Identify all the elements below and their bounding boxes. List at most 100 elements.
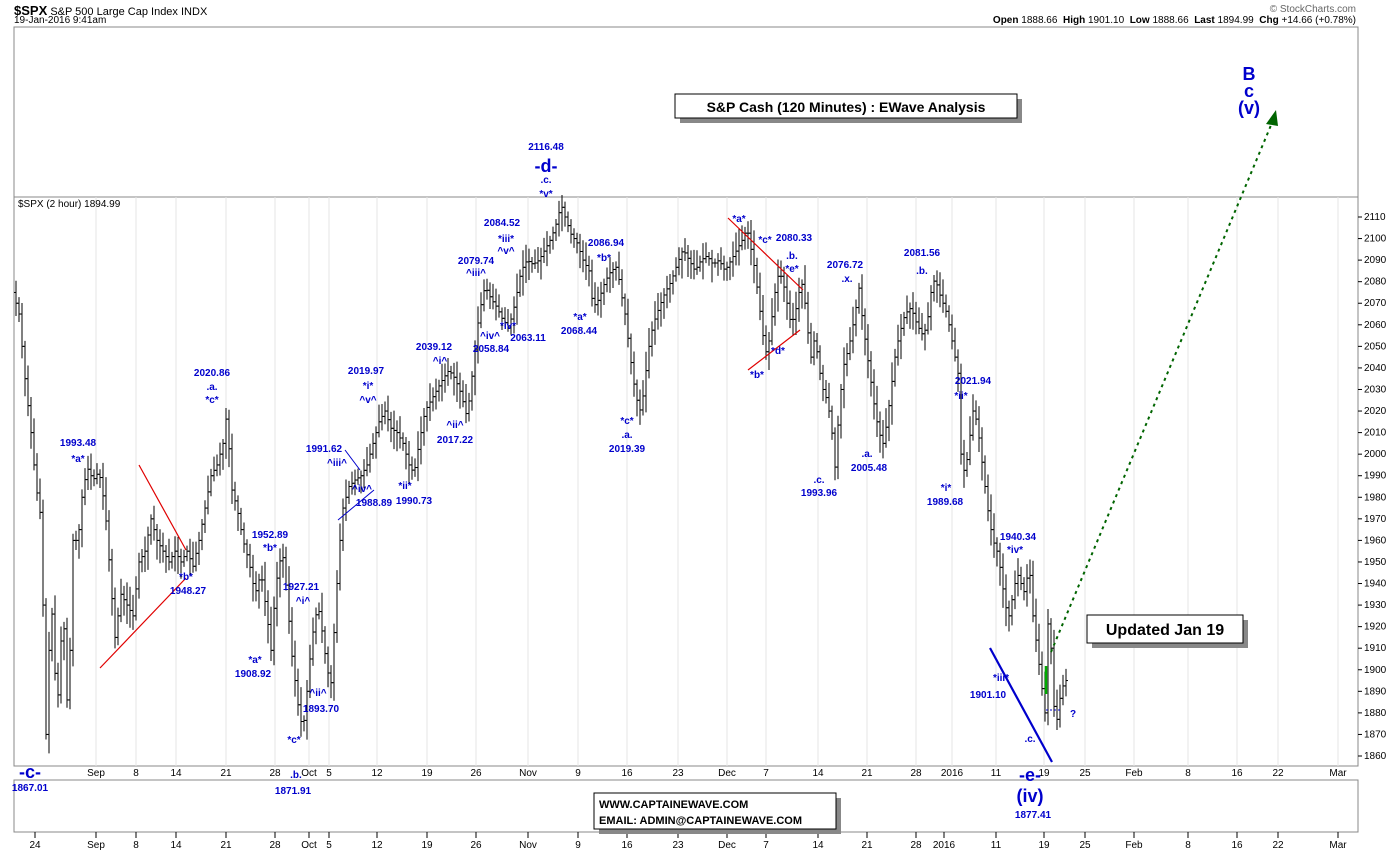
x-tick-label-lower: 23 bbox=[672, 840, 684, 851]
trendline-blue-1 bbox=[337, 489, 375, 521]
target-label-B: B bbox=[1243, 64, 1256, 84]
wave-label: ^ii^ bbox=[309, 688, 326, 699]
x-tick-label-lower: 14 bbox=[812, 840, 824, 851]
wave-degree-label: -e- bbox=[1019, 765, 1041, 785]
y-tick-label: 1960 bbox=[1364, 535, 1387, 546]
y-tick-label: 2000 bbox=[1364, 449, 1387, 460]
x-tick-label-upper: 28 bbox=[910, 768, 922, 779]
wave-label: *c* bbox=[287, 735, 300, 746]
wave-label: 1927.21 bbox=[283, 582, 320, 593]
y-tick-label: 2030 bbox=[1364, 384, 1387, 395]
wave-label: 1993.96 bbox=[801, 488, 838, 499]
wave-label: *b* bbox=[750, 370, 764, 381]
low-value: 1888.66 bbox=[1152, 15, 1189, 26]
y-tick-label: 1970 bbox=[1364, 514, 1387, 525]
x-tick-label-lower: Mar bbox=[1329, 840, 1347, 851]
wave-label: *c* bbox=[758, 235, 771, 246]
x-tick-label-upper: 26 bbox=[470, 768, 482, 779]
wave-degree-label: -c- bbox=[19, 762, 41, 782]
y-tick-label: 1980 bbox=[1364, 492, 1387, 503]
y-tick-label: 2040 bbox=[1364, 363, 1387, 374]
updated-box: Updated Jan 19 bbox=[1086, 614, 1248, 648]
wave-label: 2079.74 bbox=[458, 256, 495, 267]
wave-label: 1940.34 bbox=[1000, 532, 1037, 543]
wave-label: *iv* bbox=[1007, 545, 1023, 556]
wave-label: *c* bbox=[620, 416, 633, 427]
x-tick-label-upper: 14 bbox=[812, 768, 824, 779]
x-tick-label-upper: 21 bbox=[861, 768, 873, 779]
last-value: 1894.99 bbox=[1217, 15, 1254, 26]
wave-label: 2058.84 bbox=[473, 344, 510, 355]
wave-label: *b* bbox=[179, 572, 193, 583]
wave-label: ^iii^ bbox=[327, 458, 347, 469]
wave-label: *ii* bbox=[398, 481, 411, 492]
index-name: S&P 500 Large Cap Index bbox=[50, 6, 178, 18]
x-tick-label-lower: 16 bbox=[621, 840, 633, 851]
wave-label: ^v^ bbox=[497, 246, 514, 257]
wave-label: *a* bbox=[732, 214, 745, 225]
x-tick-label-lower: 7 bbox=[763, 840, 769, 851]
open-value: 1888.66 bbox=[1021, 15, 1058, 26]
wave-label: ^iii^ bbox=[466, 268, 486, 279]
wave-label: 2019.97 bbox=[348, 366, 385, 377]
projection-dotted-line bbox=[1050, 117, 1275, 653]
wave-label: 2080.33 bbox=[776, 233, 813, 244]
x-tick-label-lower: 25 bbox=[1079, 840, 1091, 851]
trendline-red-3 bbox=[727, 217, 804, 291]
x-tick-label-upper: 19 bbox=[1038, 768, 1050, 779]
y-tick-label: 1890 bbox=[1364, 686, 1387, 697]
x-tick-label-upper: 14 bbox=[170, 768, 182, 779]
price-panel-frame bbox=[13, 196, 1359, 767]
panel-label: $SPX (2 hour) 1894.99 bbox=[18, 199, 121, 210]
grid-lines bbox=[95, 197, 1339, 766]
trendline-red-4 bbox=[747, 329, 801, 371]
x-tick-label-upper: Feb bbox=[1125, 768, 1143, 779]
x-tick-label-upper: 9 bbox=[575, 768, 581, 779]
ohlc-line: Open 1888.66 High 1901.10 Low 1888.66 La… bbox=[993, 15, 1356, 26]
x-tick-label-lower: 16 bbox=[1231, 840, 1243, 851]
wave-big-labels: -d- -c- -e-(iv) bbox=[19, 156, 1044, 806]
x-tick-label-upper: 12 bbox=[371, 768, 383, 779]
wave-label: .a. bbox=[861, 449, 872, 460]
y-tick-label: 2020 bbox=[1364, 406, 1387, 417]
x-tick-label-lower: 11 bbox=[991, 840, 1002, 851]
wave-label: *b* bbox=[597, 253, 611, 264]
wave-label: 1952.89 bbox=[252, 530, 289, 541]
title-box: S&P Cash (120 Minutes) : EWave Analysis bbox=[674, 93, 1022, 123]
x-tick-label-lower: Nov bbox=[519, 840, 537, 851]
x-tick-label-upper: 8 bbox=[1185, 768, 1191, 779]
x-tick-label-upper: Nov bbox=[519, 768, 537, 779]
y-tick-label: 2070 bbox=[1364, 298, 1387, 309]
price-bars bbox=[14, 195, 1068, 754]
wave-label: 1901.10 bbox=[970, 690, 1007, 701]
y-tick-label: 1860 bbox=[1364, 751, 1387, 762]
x-tick-label-upper: Oct bbox=[301, 768, 317, 779]
projection-arrow-head bbox=[1266, 110, 1278, 126]
wave-label: 2116.48 bbox=[528, 142, 564, 153]
wave-label: *a* bbox=[573, 312, 586, 323]
header-symbol-line: $SPX S&P 500 Large Cap Index INDX bbox=[14, 3, 207, 18]
wave-label: *a* bbox=[71, 454, 84, 465]
high-value: 1901.10 bbox=[1087, 15, 1125, 26]
x-tick-label-lower: 9 bbox=[575, 840, 581, 851]
x-tick-label-upper: 21 bbox=[220, 768, 232, 779]
wave-label: .c. bbox=[1024, 734, 1035, 745]
y-tick-label: 1900 bbox=[1364, 665, 1387, 676]
x-axis-lower: 24 Sep 8 14 21 28 Oct 5 12 19 26 Nov 9 16 23 Dec 7 14 21 28… bbox=[29, 832, 1347, 851]
x-tick-label-lower: 5 bbox=[326, 840, 332, 851]
x-tick-label-upper: 25 bbox=[1079, 768, 1091, 779]
wave-label: ^iv^ bbox=[480, 331, 500, 342]
x-tick-label-upper: 11 bbox=[991, 768, 1002, 779]
wave-label: 1893.70 bbox=[303, 704, 340, 715]
wave-label: 1990.73 bbox=[396, 496, 433, 507]
x-tick-label-upper: 2016 bbox=[941, 768, 964, 779]
x-tick-label-upper: Dec bbox=[718, 768, 736, 779]
wave-label: *b* bbox=[263, 543, 277, 554]
wave-label: .c. bbox=[540, 175, 551, 186]
chart-title: S&P Cash (120 Minutes) : EWave Analysis bbox=[707, 99, 986, 115]
wave-label: *ii* bbox=[954, 391, 967, 402]
x-tick-label-lower: Feb bbox=[1125, 840, 1143, 851]
email-text: EMAIL: ADMIN@CAPTAINEWAVE.COM bbox=[599, 815, 802, 827]
x-tick-label-lower: 26 bbox=[470, 840, 482, 851]
x-tick-label-lower: 19 bbox=[421, 840, 433, 851]
